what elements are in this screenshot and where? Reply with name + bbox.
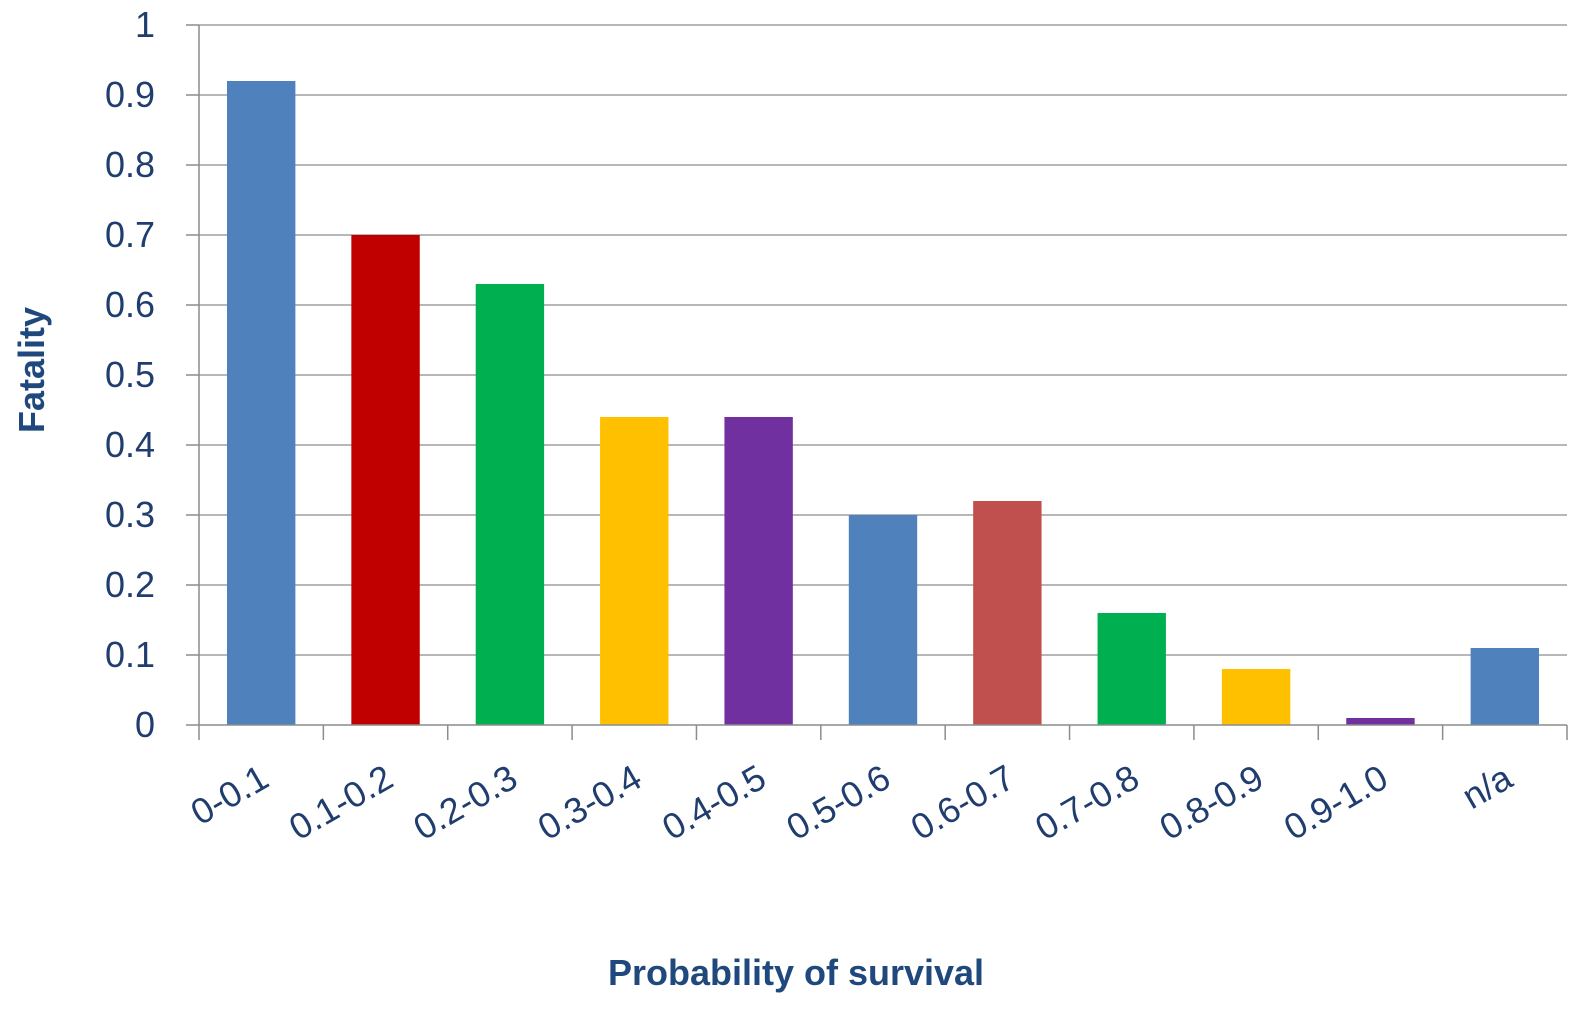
bar-0-0.1: [226, 81, 296, 725]
x-tick-label: 0.1-0.2: [282, 756, 400, 848]
bar-n/a: [1470, 648, 1540, 725]
bar-0.7-0.8: [1097, 613, 1166, 725]
y-axis-title: Fatality: [11, 307, 52, 433]
bar-0.5-0.6: [848, 515, 918, 725]
y-tick-label: 0.7: [105, 214, 155, 255]
axes: [186, 24, 1568, 740]
x-tick-label: 0.4-0.5: [655, 756, 773, 848]
y-tick-label: 0.9: [105, 74, 155, 115]
y-tick-labels: 0 0.1 0.2 0.3 0.4 0.5 0.6 0.7 0.8 0.9 1: [105, 4, 155, 745]
x-tick-label: 0.9-1.0: [1277, 756, 1395, 848]
bar-0.4-0.5: [724, 417, 793, 725]
x-tick-label: 0.3-0.4: [531, 756, 649, 848]
y-tick-label: 0: [135, 704, 155, 745]
x-tick-label: 0.2-0.3: [406, 756, 524, 848]
bar-0.8-0.9: [1221, 669, 1291, 725]
y-tick-label: 1: [135, 4, 155, 45]
bar-0.6-0.7: [973, 501, 1042, 725]
y-tick-label: 0.8: [105, 144, 155, 185]
x-tick-label: 0.8-0.9: [1153, 756, 1271, 848]
x-tick-label: n/a: [1455, 756, 1520, 817]
y-tick-label: 0.3: [105, 494, 155, 535]
bars: [226, 81, 1540, 725]
x-tick-label: 0.7-0.8: [1028, 756, 1146, 848]
bar-0.9-1.0: [1346, 718, 1415, 725]
bar-0.1-0.2: [351, 235, 420, 725]
x-tick-label: 0.5-0.6: [779, 756, 897, 848]
x-tick-label: 0-0.1: [184, 756, 276, 833]
y-tick-label: 0.4: [105, 424, 155, 465]
gridlines: [199, 24, 1567, 656]
y-tick-label: 0.2: [105, 564, 155, 605]
bar-0.2-0.3: [475, 284, 545, 725]
y-tick-label: 0.1: [105, 634, 155, 675]
y-tick-label: 0.6: [105, 284, 155, 325]
bar-0.3-0.4: [600, 417, 669, 725]
x-tick-labels: 0-0.1 0.1-0.2 0.2-0.3 0.3-0.4 0.4-0.5 0.5-0.6…: [184, 756, 1520, 848]
x-tick-label: 0.6-0.7: [904, 756, 1022, 848]
x-axis-title: Probability of survival: [608, 952, 984, 993]
y-tick-label: 0.5: [105, 354, 155, 395]
